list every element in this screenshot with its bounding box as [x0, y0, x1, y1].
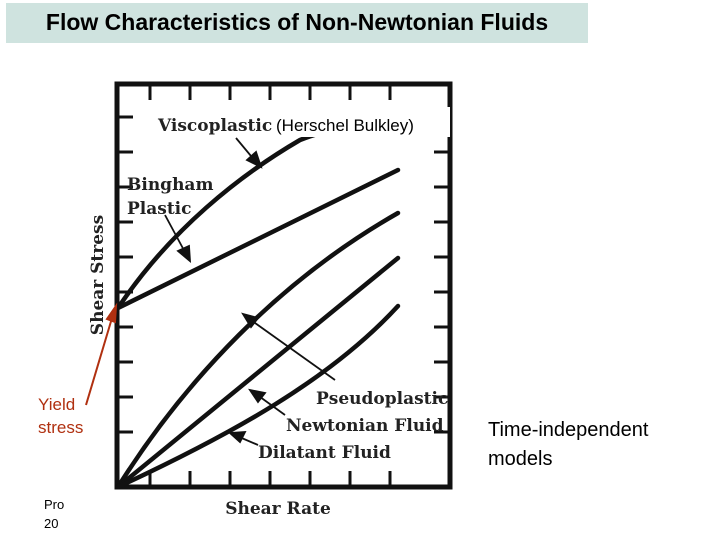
herschel-bulkley-backdrop: [272, 107, 450, 137]
herschel-bulkley-label: (Herschel Bulkley): [276, 116, 414, 135]
dilatant-arrow: [227, 430, 259, 446]
slide-title: Flow Characteristics of Non-Newtonian Fl…: [6, 3, 588, 43]
yield-stress-line1: Yield: [38, 395, 76, 414]
dilatant-curve: [115, 303, 401, 490]
bottom-ticks: [148, 471, 392, 487]
newtonian-line: [115, 255, 401, 490]
x-axis-label: Shear Rate: [225, 499, 331, 519]
viscoplastic-arrow: [235, 137, 263, 169]
time-independent-line2: models: [488, 448, 553, 470]
plot-frame: [114, 81, 453, 490]
bingham-plastic-line: [115, 167, 401, 311]
time-independent-note: Time-independent models: [488, 416, 648, 474]
pseudoplastic-label: Pseudoplastic: [316, 389, 448, 409]
pseudoplastic-curve: [115, 210, 401, 490]
viscoplastic-label: Viscoplastic: [157, 116, 272, 136]
yield-stress-arrow: [85, 302, 118, 406]
footer-line2: 20: [44, 516, 59, 531]
newtonian-arrow: [248, 388, 286, 416]
top-ticks: [148, 84, 392, 100]
bingham-arrow: [164, 214, 192, 264]
yield-stress-label: Yield stress: [38, 393, 83, 439]
bingham-label-line2: Plastic: [127, 199, 192, 219]
dilatant-label: Dilatant Fluid: [258, 443, 391, 463]
y-axis-label: Shear Stress: [88, 215, 108, 335]
time-independent-line1: Time-independent: [488, 419, 649, 441]
yield-stress-line2: stress: [38, 418, 84, 437]
bingham-label-line1: Bingham: [127, 175, 213, 195]
slide-footer: Pro 20: [44, 495, 64, 533]
newtonian-label: Newtonian Fluid: [286, 416, 444, 436]
pseudoplastic-arrow: [241, 312, 336, 381]
footer-line1: Pro: [44, 497, 65, 512]
